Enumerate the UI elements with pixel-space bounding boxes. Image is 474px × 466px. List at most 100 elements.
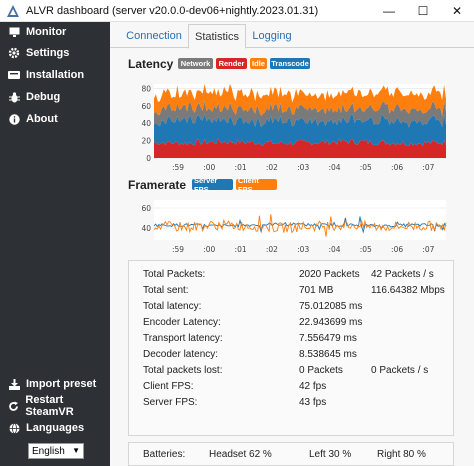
stat-value: 0 Packets	[299, 365, 343, 376]
tab-statistics[interactable]: Statistics	[188, 24, 246, 49]
chevron-down-icon: ▼	[72, 446, 80, 455]
x-tick-label: :06	[391, 245, 403, 254]
sidebar-item-label: Installation	[26, 69, 85, 81]
x-tick-label: :02	[266, 245, 278, 254]
series-line-client-fps	[153, 214, 447, 237]
language-select-value: English	[32, 445, 65, 457]
sidebar-item-import-preset[interactable]: Import preset	[0, 374, 110, 394]
stat-value: 701 MB	[299, 285, 334, 296]
sidebar-item-languages[interactable]: Languages	[0, 418, 110, 438]
legend-network: Network	[178, 58, 213, 69]
x-tick-label: :06	[391, 163, 403, 172]
tab-connection[interactable]: Connection	[126, 30, 182, 42]
sidebar-item-settings[interactable]: Settings	[0, 43, 110, 63]
monitor-icon	[8, 26, 20, 38]
sidebar-item-debug[interactable]: Debug	[0, 87, 110, 107]
x-tick-label: :04	[328, 163, 340, 172]
stat-value: 42 fps	[299, 381, 327, 392]
x-tick-label: :02	[266, 163, 278, 172]
import-icon	[8, 378, 20, 390]
x-tick-label: :05	[360, 163, 372, 172]
sidebar-item-restart-steamvr[interactable]: Restart SteamVR	[0, 394, 110, 418]
y-tick-label: 40	[141, 224, 151, 233]
close-button[interactable]: ✕	[451, 3, 463, 18]
language-select[interactable]: English ▼	[28, 443, 84, 459]
x-tick-label: :03	[297, 163, 309, 172]
series-area-idle	[154, 84, 446, 116]
bug-icon	[8, 91, 20, 103]
globe-icon	[8, 422, 20, 434]
sidebar-item-about[interactable]: About	[0, 109, 110, 129]
y-tick-label: 60	[141, 102, 151, 111]
framerate-title: Framerate	[128, 178, 187, 192]
legend-server-fps: Server FPS	[192, 176, 233, 194]
y-tick-label: 0	[146, 154, 151, 163]
x-tick-label: :00	[203, 163, 215, 172]
stat-label: Total Packets:	[143, 269, 206, 280]
x-tick-label: :07	[422, 245, 434, 254]
x-tick-label: :04	[328, 245, 340, 254]
x-tick-label: :01	[235, 163, 247, 172]
x-tick-label: :07	[422, 163, 434, 172]
plot-area	[154, 200, 446, 240]
stat-label: Client FPS:	[143, 381, 194, 392]
sidebar-item-installation[interactable]: Installation	[0, 65, 110, 85]
sidebar: Monitor Settings Installation Debug Abou…	[0, 22, 110, 466]
x-tick-label: :01	[235, 245, 247, 254]
stat-row: Server FPS: 43 fps	[129, 397, 455, 413]
y-tick-label: 20	[141, 137, 151, 146]
battery-headset: Headset 62 %	[209, 449, 272, 460]
stat-label: Total sent:	[143, 285, 189, 296]
x-tick-label: :59	[172, 163, 184, 172]
stat-row: Total packets lost: 0 Packets 0 Packets …	[129, 365, 455, 381]
window-title: ALVR dashboard (server v20.0.0-dev06+nig…	[26, 4, 319, 17]
stat-label: Decoder latency:	[143, 349, 219, 360]
legend-client-fps: Client FPS	[236, 176, 277, 194]
stat-label: Total packets lost:	[143, 365, 223, 376]
legend-render: Render	[216, 58, 247, 69]
x-tick-label: :59	[172, 245, 184, 254]
stat-value: 22.943699 ms	[299, 317, 363, 328]
battery-left: Left 30 %	[309, 449, 352, 460]
legend-idle: Idle	[250, 58, 267, 69]
sidebar-item-label: Debug	[26, 91, 61, 103]
x-tick-label: :00	[203, 245, 215, 254]
battery-label: Batteries:	[143, 449, 186, 460]
stat-row: Total latency: 75.012085 ms	[129, 301, 455, 317]
gear-icon	[8, 47, 20, 59]
stat-row: Total sent: 701 MB 116.64382 Mbps	[129, 285, 455, 301]
tab-logging[interactable]: Logging	[252, 30, 292, 42]
y-tick-label: 60	[141, 204, 151, 213]
alvr-logo-icon	[7, 4, 19, 17]
sidebar-item-label: Import preset	[26, 378, 97, 390]
x-tick-label: :03	[297, 245, 309, 254]
series-area-render	[154, 138, 446, 158]
main-panel: Connection Statistics Logging Latency Ne…	[110, 22, 474, 466]
sidebar-item-label: Restart SteamVR	[25, 394, 74, 418]
sidebar-item-label: Languages	[26, 422, 85, 434]
stat-value: 43 fps	[299, 397, 327, 408]
stat-extra: 42 Packets / s	[371, 269, 434, 280]
minimize-button[interactable]: —	[383, 3, 395, 18]
refresh-icon	[8, 400, 19, 412]
maximize-button[interactable]: ☐	[417, 3, 429, 18]
stat-value: 75.012085 ms	[299, 301, 363, 312]
stat-label: Total latency:	[143, 301, 202, 312]
stat-value: 7.556479 ms	[299, 333, 357, 344]
sidebar-item-monitor[interactable]: Monitor	[0, 22, 110, 42]
stat-row: Encoder Latency: 22.943699 ms	[129, 317, 455, 333]
stat-label: Transport latency:	[143, 333, 223, 344]
title-bar: ALVR dashboard (server v20.0.0-dev06+nig…	[0, 0, 474, 22]
tab-bar: Connection Statistics Logging	[110, 22, 474, 49]
sidebar-item-label: About	[26, 113, 58, 125]
battery-right: Right 80 %	[377, 449, 426, 460]
install-icon	[8, 69, 20, 81]
info-icon	[8, 113, 20, 125]
stat-row: Client FPS: 42 fps	[129, 381, 455, 397]
x-tick-label: :05	[360, 245, 372, 254]
stat-extra: 0 Packets / s	[371, 365, 429, 376]
stat-row: Total Packets: 2020 Packets 42 Packets /…	[129, 269, 455, 285]
